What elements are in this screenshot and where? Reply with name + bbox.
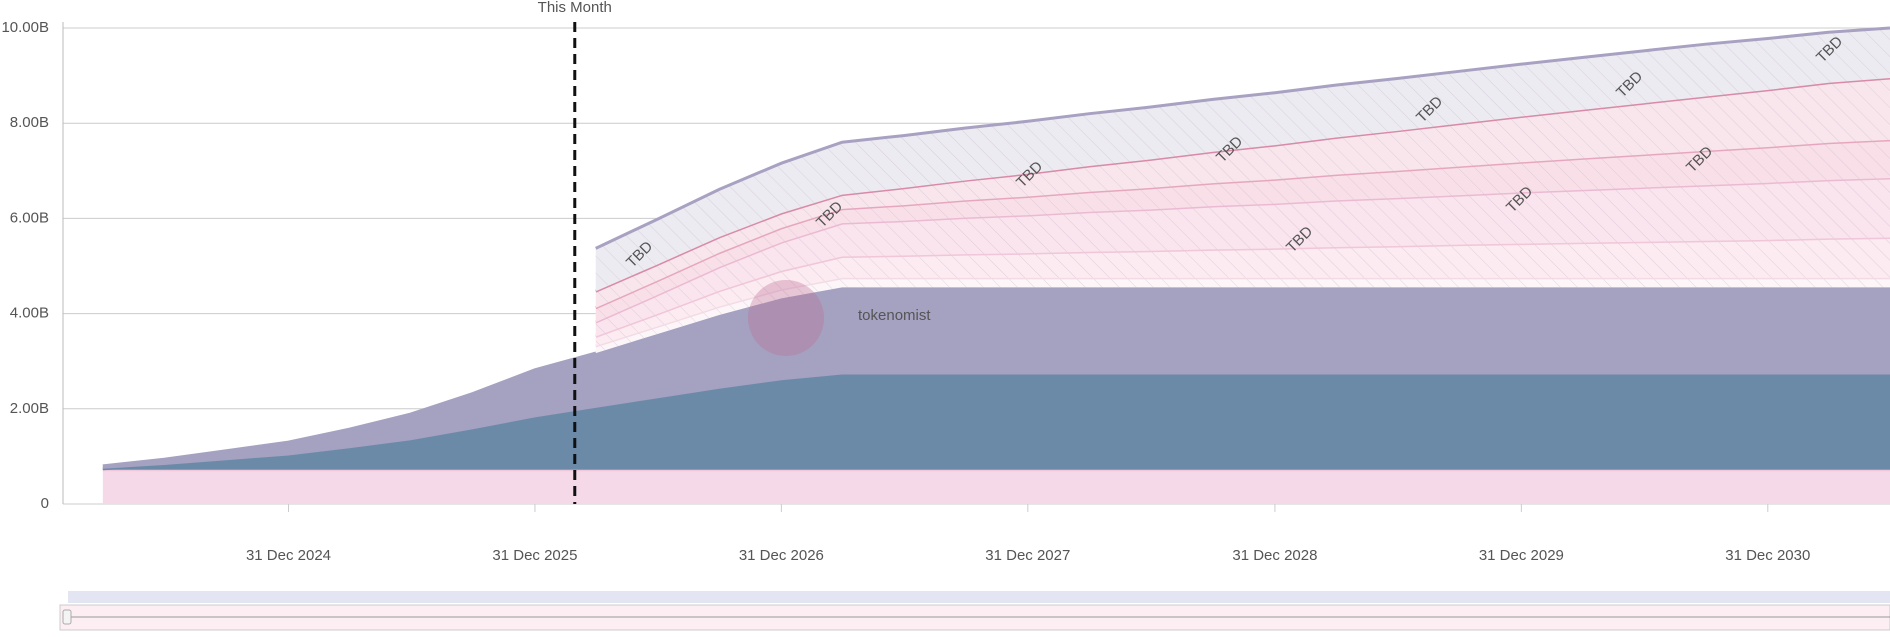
area-hatch bbox=[595, 237, 1890, 346]
area bbox=[102, 287, 1890, 469]
y-tick-label: 0 bbox=[41, 495, 49, 512]
area bbox=[102, 469, 1890, 504]
y-tick-label: 10.00B bbox=[1, 19, 49, 36]
area-hatch bbox=[595, 277, 1890, 354]
area-hatch bbox=[595, 28, 1890, 292]
x-tick-label: 31 Dec 2026 bbox=[739, 547, 824, 564]
watermark: tokenomist bbox=[858, 307, 931, 324]
areas bbox=[102, 26, 1890, 504]
grid: 0 2.00B 4.00B 6.00B 8.00B 10.00B 31 Dec 2024 31… bbox=[1, 19, 1890, 564]
x-tick-label: 31 Dec 2027 bbox=[985, 547, 1070, 564]
navigator-handle[interactable] bbox=[62, 609, 72, 625]
navigator-track[interactable] bbox=[68, 591, 1890, 603]
marker-label: This Month bbox=[538, 0, 612, 16]
y-tick-label: 2.00B bbox=[10, 400, 49, 417]
x-tick-label: 31 Dec 2029 bbox=[1479, 547, 1564, 564]
area-hatch bbox=[595, 139, 1890, 323]
x-tick-label: 31 Dec 2030 bbox=[1725, 547, 1810, 564]
x-tick-label: 31 Dec 2024 bbox=[246, 547, 331, 564]
y-tick-label: 4.00B bbox=[10, 305, 49, 322]
y-tick-label: 8.00B bbox=[10, 114, 49, 131]
y-tick-label: 6.00B bbox=[10, 209, 49, 226]
area-hatch bbox=[595, 77, 1890, 308]
area bbox=[102, 374, 1890, 470]
area-line bbox=[595, 26, 1890, 250]
watermark-logo bbox=[748, 280, 824, 356]
x-tick-label: 31 Dec 2025 bbox=[492, 547, 577, 564]
area-hatch bbox=[595, 177, 1890, 337]
x-tick-label: 31 Dec 2028 bbox=[1232, 547, 1317, 564]
